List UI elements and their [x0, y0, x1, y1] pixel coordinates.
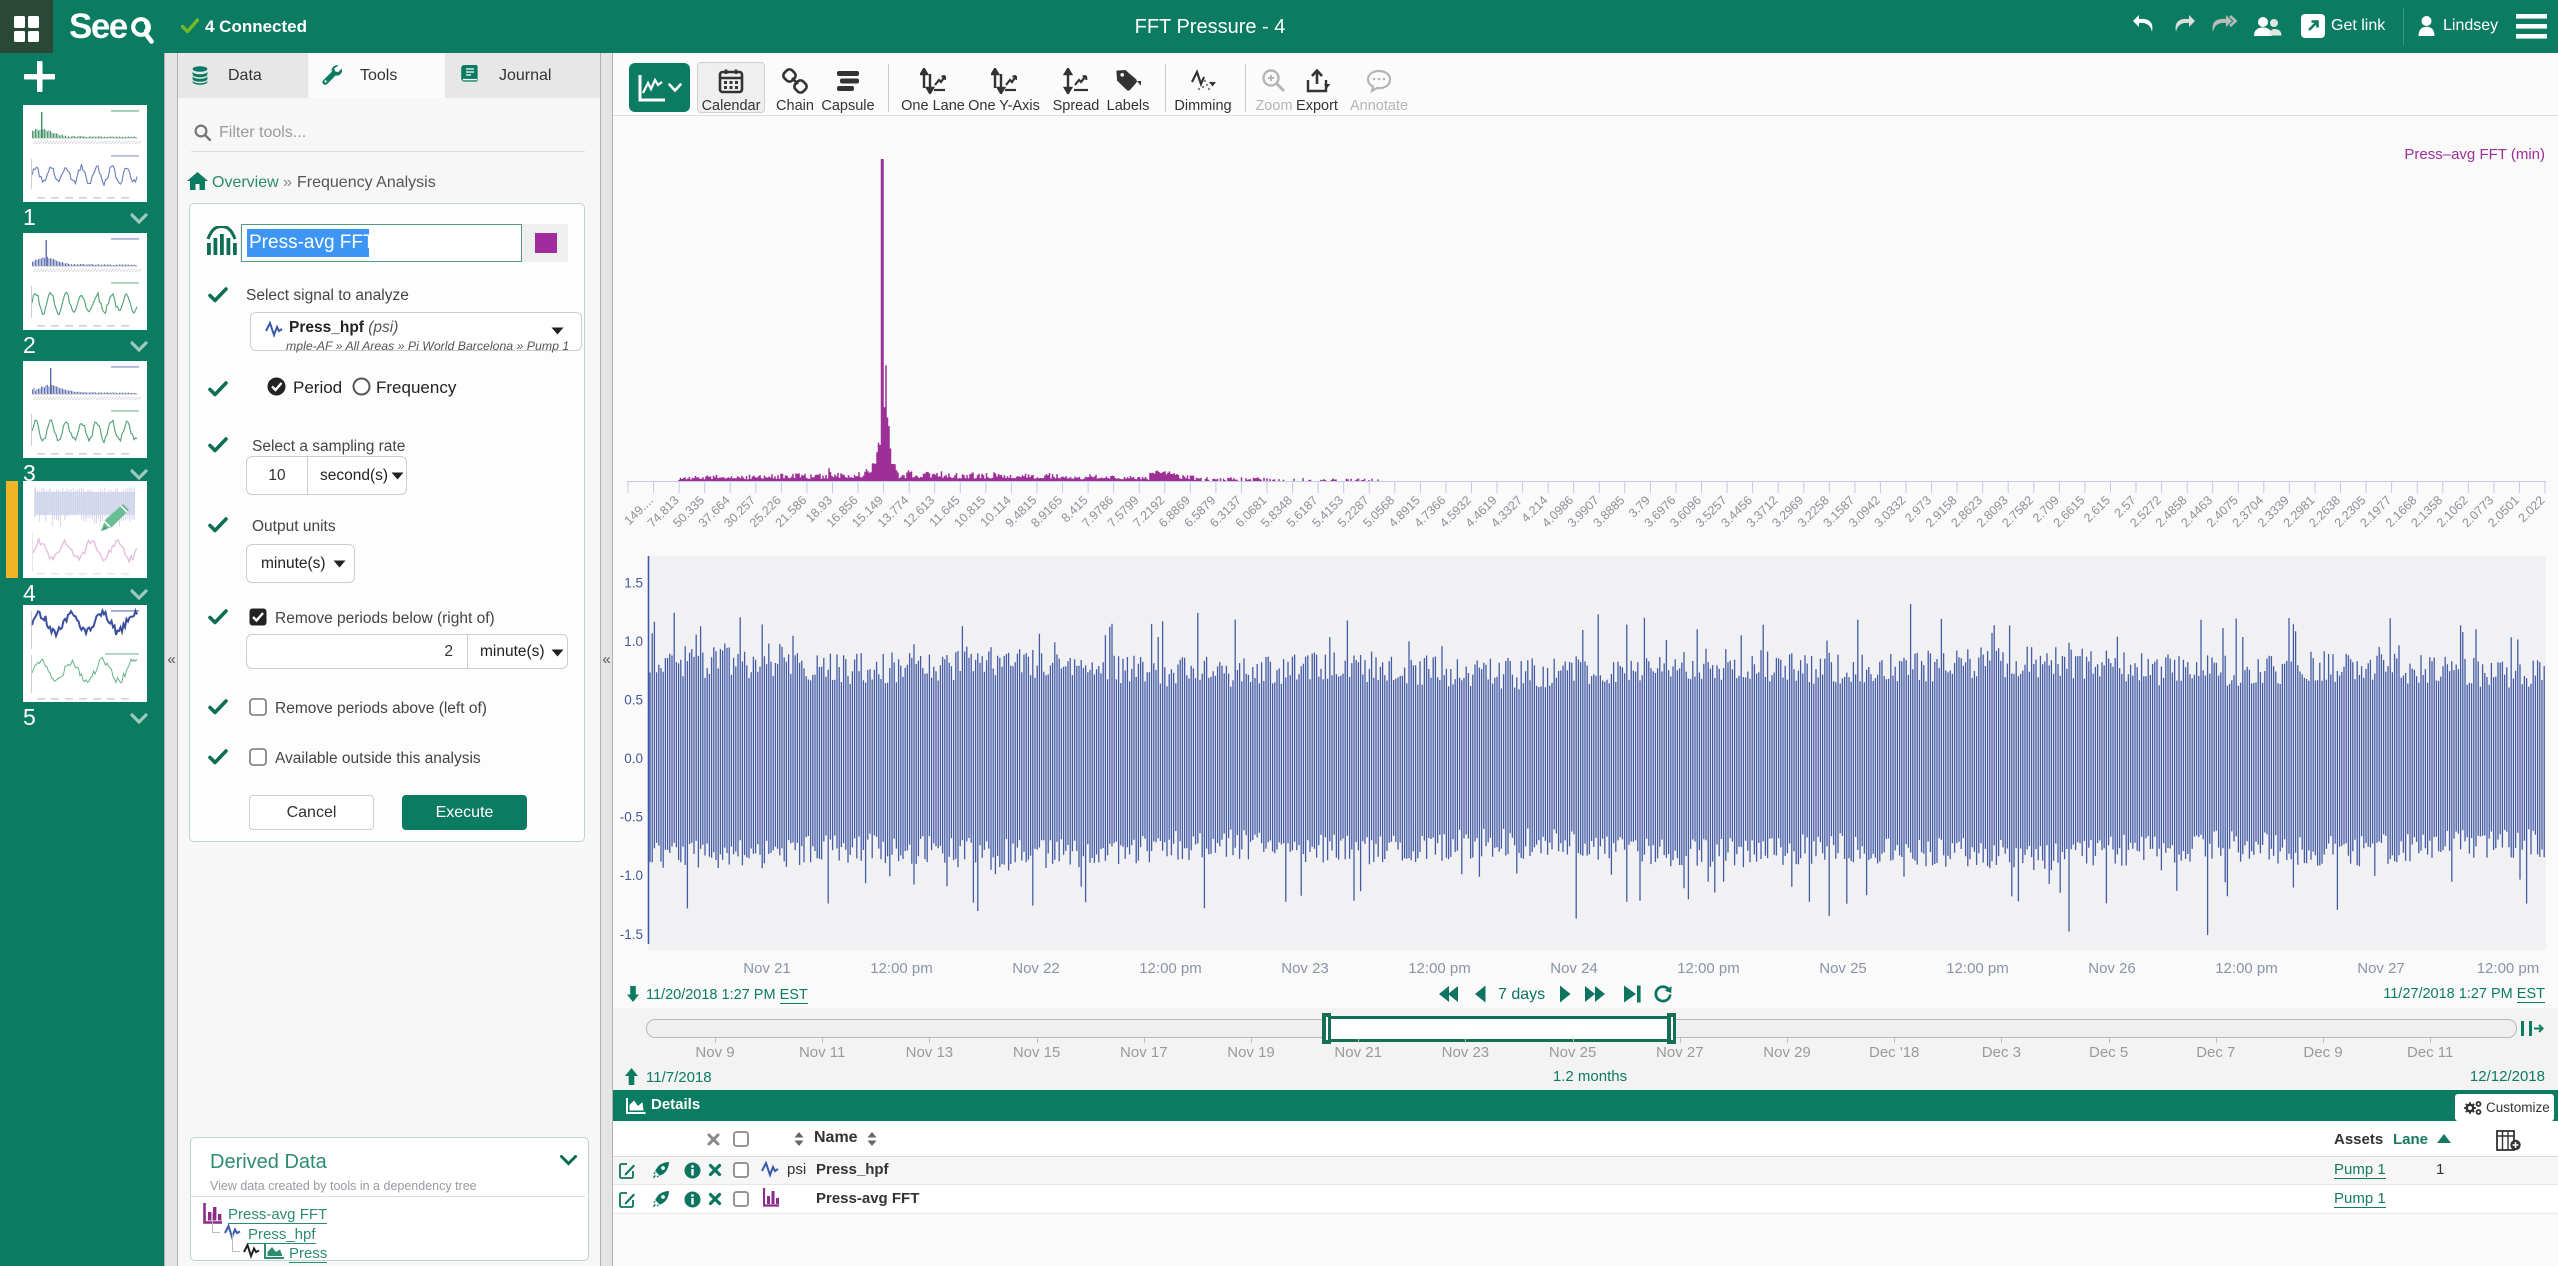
svg-text:-0.5: -0.5 [620, 810, 643, 825]
svg-text:2.022: 2.022 [2516, 493, 2548, 525]
svg-text:1.0: 1.0 [624, 634, 643, 649]
svg-text:0.0: 0.0 [624, 751, 643, 766]
svg-text:-1.5: -1.5 [620, 927, 643, 942]
svg-text:2.615: 2.615 [2081, 493, 2113, 525]
svg-text:1.5: 1.5 [624, 576, 643, 591]
svg-text:0.5: 0.5 [624, 693, 643, 708]
svg-text:-1.0: -1.0 [620, 868, 643, 883]
